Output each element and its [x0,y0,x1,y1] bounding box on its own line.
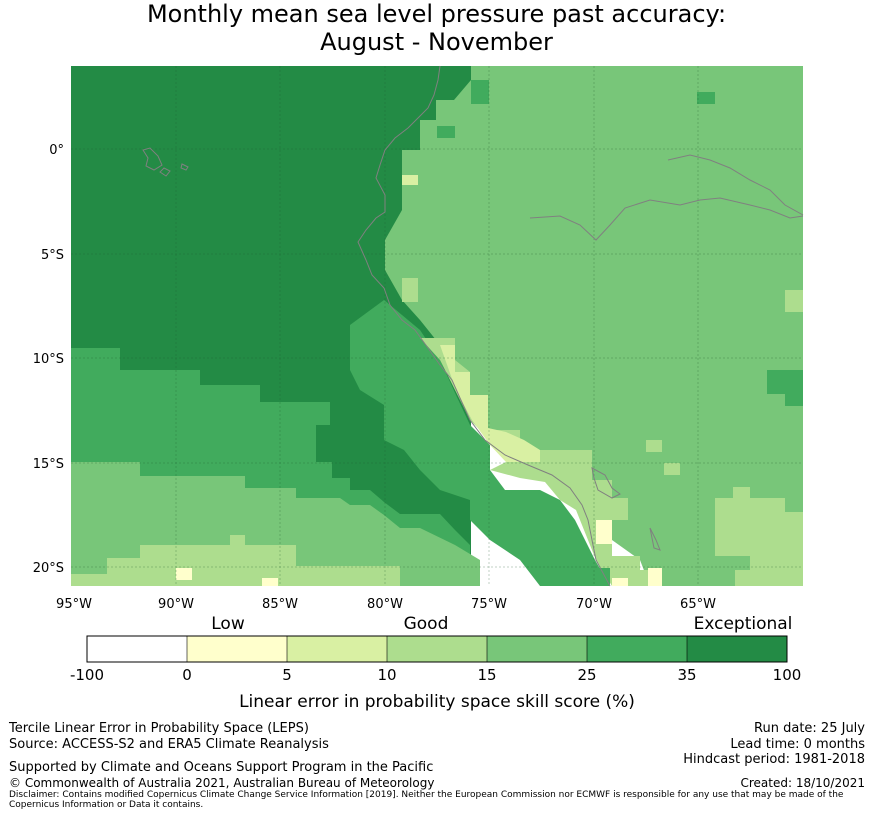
footer-copyright: © Commonwealth of Australia 2021, Austra… [9,776,435,790]
colorbar-seg-none [87,636,187,662]
patch-light-s1 [176,568,192,580]
footer-source: Source: ACCESS-S2 and ERA5 Climate Reana… [9,737,329,752]
colorbar-seg-good1 [387,636,487,662]
lon-label-85w: 85°W [262,597,298,612]
colorbar-label-exceptional: Exceptional [694,614,793,634]
footer-method: Tercile Linear Error in Probability Spac… [9,721,309,736]
lat-label-0: 0° [49,143,64,158]
footer-lead-time: Lead time: 0 months [730,737,865,752]
lat-label-5s: 5°S [41,248,64,263]
coastline [142,65,804,587]
colorbar-tick-25: 25 [577,666,596,684]
colorbar-label-good: Good [404,614,449,634]
patch-very-good-n3 [437,126,455,138]
skill-map: 95°W 90°W 85°W 80°W 75°W 70°W 65°W 0° 5°… [33,65,804,712]
patch-very-good-n [697,92,715,104]
colorbar-tick-15: 15 [477,666,496,684]
colorbar-tick-0: 0 [182,666,192,684]
colorbar: Low Good Exceptional -100 0 5 10 15 25 3… [70,614,801,712]
colorbar-seg-low2 [287,636,387,662]
colorbar-frame [86,635,788,663]
colorbar-tick-10: 10 [377,666,396,684]
lat-label-15s: 15°S [33,457,64,472]
map-field [71,66,803,586]
colorbar-title: Linear error in probability space skill … [239,692,635,712]
patch-yellow-coast [440,345,540,462]
footer-disclaimer: Disclaimer: Contains modified Copernicus… [9,790,844,810]
patch-light-s5 [648,568,662,586]
lat-label-10s: 10°S [33,352,64,367]
patch-light-east [785,290,803,312]
patch-light-s3 [612,578,628,586]
region-very-good-coast [350,300,610,586]
graticule [71,66,803,586]
colorbar-tick-5: 5 [282,666,292,684]
chart-title-line2: August - November [320,28,553,56]
lon-label-75w: 75°W [471,597,507,612]
lat-label-20s: 20°S [33,561,64,576]
lon-label-70w: 70°W [576,597,612,612]
colorbar-seg-low1 [187,636,287,662]
patch-yellow-small [402,175,418,185]
colorbar-seg-good2 [487,636,587,662]
patch-very-good-ne2 [785,394,803,406]
colorbar-seg-exceptional [687,636,787,662]
colorbar-tick-35: 35 [677,666,696,684]
patch-light-mid [402,278,418,302]
footer-created: Created: 18/10/2021 [740,776,865,790]
lon-label-80w: 80°W [367,597,403,612]
patch-light-s6 [646,440,662,452]
footer-support: Supported by Climate and Oceans Support … [9,760,434,775]
colorbar-label-low: Low [211,614,245,634]
footer-run-date: Run date: 25 July [754,721,865,736]
footer-hindcast: Hindcast period: 1981-2018 [683,752,865,767]
patch-light-s4 [596,520,612,544]
patch-light-coast [490,450,660,586]
colorbar-seg-vgood [587,636,687,662]
chart-title-line1: Monthly mean sea level pressure past acc… [146,0,727,28]
lon-label-95w: 95°W [56,597,92,612]
lon-label-65w: 65°W [680,597,716,612]
patch-very-good-ne [767,370,803,394]
patch-light-se [715,487,803,586]
lon-label-90w: 90°W [158,597,194,612]
colorbar-tick-100: 100 [773,666,802,684]
colorbar-tick-m100: -100 [70,666,104,684]
patch-light-s7 [664,463,680,475]
region-light-west [71,535,400,586]
patch-very-good-n2 [471,80,489,104]
patch-light-s2 [262,578,278,586]
